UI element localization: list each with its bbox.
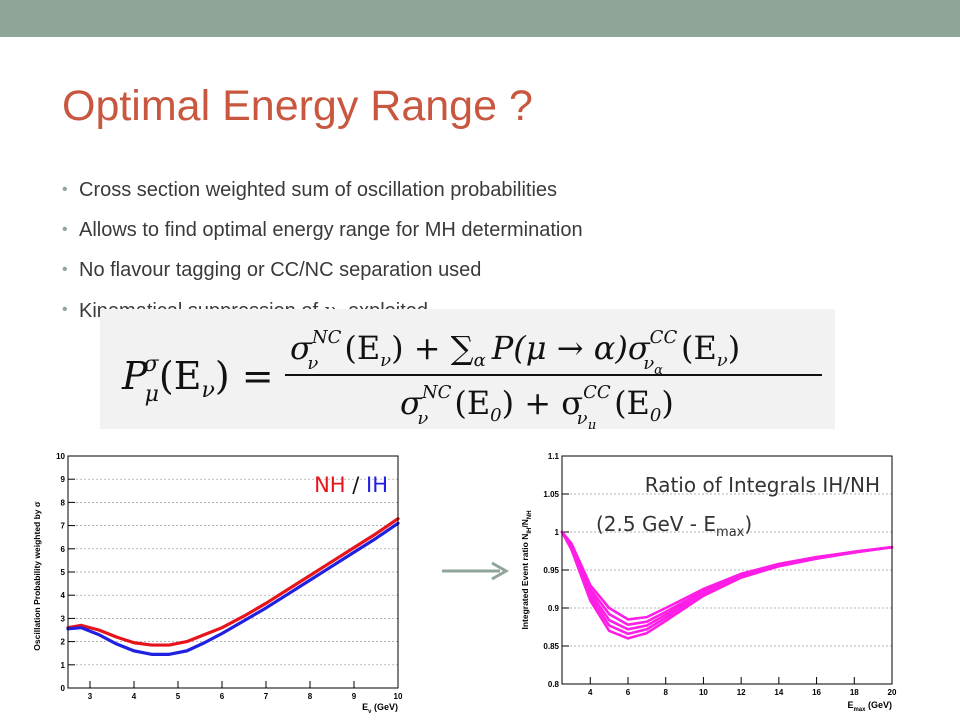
y-tick-label: 1.1	[548, 452, 560, 461]
y-tick-label: 0.95	[543, 566, 559, 575]
x-tick-label: 8	[663, 688, 668, 697]
bullet-dot-icon: •	[62, 301, 68, 318]
x-axis-label: Eν (GeV)	[362, 702, 398, 714]
x-tick-label: 7	[264, 692, 269, 701]
arrow-right-icon	[442, 561, 510, 581]
bullet-text: Cross section weighted sum of oscillatio…	[79, 179, 558, 201]
x-tick-label: 12	[737, 688, 746, 697]
y-tick-label: 6	[61, 545, 66, 554]
y-tick-label: 0.8	[548, 680, 560, 689]
chart-ticks: 0 1 2 3 4 5 6 7 8 9 10 3 4 5 6 7 8 9 10	[56, 452, 403, 701]
x-tick-label: 6	[220, 692, 225, 701]
x-tick-label: 20	[888, 688, 897, 697]
chart-series	[560, 530, 894, 640]
y-tick-label: 9	[61, 475, 66, 484]
y-tick-label: 0.85	[543, 642, 559, 651]
chart-series	[66, 517, 400, 656]
x-tick-label: 3	[88, 692, 93, 701]
bullet-dot-icon: •	[62, 261, 68, 278]
formula-numerator: σNC ν (Eν) + ∑α P(μ → α)σCC να(Eν)	[290, 327, 740, 378]
x-tick-label: 8	[308, 692, 313, 701]
formula-svg: Pσ μ(Eν) = σNC ν (Eν) + ∑α P(μ → α)σCC να(Eν)…	[121, 327, 822, 429]
x-tick-label: 6	[626, 688, 631, 697]
y-tick-label: 0	[61, 684, 66, 693]
y-tick-label: 0.9	[548, 604, 560, 613]
plot-frame	[67, 455, 399, 689]
bullet-dot-icon: •	[62, 181, 68, 198]
x-tick-label: 18	[850, 688, 859, 697]
x-tick-label: 14	[774, 688, 783, 697]
x-tick-label: 4	[588, 688, 593, 697]
x-axis-label: Emax (GeV)	[847, 700, 892, 713]
bullet-dot-icon: •	[62, 221, 68, 238]
formula-lhs: Pσ μ(Eν) =	[121, 352, 274, 407]
y-tick-label: 7	[61, 522, 66, 531]
x-tick-label: 5	[176, 692, 181, 701]
oscillation-probability-chart: 0 1 2 3 4 5 6 7 8 9 10 3 4 5 6 7 8 9 10 Oscillation Probab…	[32, 452, 403, 714]
y-tick-label: 8	[61, 498, 66, 507]
series-line	[560, 530, 894, 640]
top-accent-bar	[0, 0, 960, 37]
formula-denominator: σNC ν (E0) + σCC νμ(E0)	[400, 382, 674, 429]
y-tick-label: 2	[61, 638, 66, 647]
bullet-item: • No flavour tagging or CC/NC separation …	[62, 256, 583, 296]
bullet-text: No flavour tagging or CC/NC separation u…	[79, 259, 482, 281]
y-tick-label: 5	[61, 568, 66, 577]
series-line	[560, 530, 894, 621]
x-tick-label: 10	[699, 688, 708, 697]
y-tick-label: 1.05	[543, 490, 559, 499]
integral-ratio-chart: 0.8 0.85 0.9 0.95 1 1.05 1.1 4 6 8 10 12 14 16 18 20 In…	[520, 452, 897, 713]
y-tick-label: 10	[56, 452, 65, 461]
chart-ticks: 0.8 0.85 0.9 0.95 1 1.05 1.1 4 6 8 10 12 14 16 18 20	[543, 452, 897, 697]
legend: NH / IH	[314, 473, 388, 497]
bullet-text: Allows to find optimal energy range for …	[79, 219, 583, 241]
y-axis-label: Oscillation Probability weighted by σ	[32, 501, 42, 651]
x-tick-label: 9	[352, 692, 357, 701]
formula-image: Pσ μ(Eν) = σNC ν (Eν) + ∑α P(μ → α)σCC να(Eν)…	[100, 309, 835, 429]
y-tick-label: 4	[61, 591, 66, 600]
x-tick-label: 16	[812, 688, 821, 697]
x-tick-label: 4	[132, 692, 137, 701]
y-tick-label: 1	[555, 528, 560, 537]
series-line	[560, 530, 894, 636]
y-axis-label: Integrated Event ratio NIH/NNH	[520, 510, 533, 629]
series-line-ih	[66, 521, 400, 656]
x-tick-label: 10	[394, 692, 403, 701]
chart-subtitle: (2.5 GeV - Emax)	[596, 512, 752, 540]
chart-title: Ratio of Integrals IH/NH	[645, 473, 880, 497]
bullet-item: • Allows to find optimal energy range for…	[62, 216, 583, 256]
y-tick-label: 3	[61, 614, 66, 623]
series-line-nh	[66, 517, 400, 647]
bullet-item: • Cross section weighted sum of oscillati…	[62, 176, 583, 216]
plot-frame	[561, 455, 893, 685]
slide-title: Optimal Energy Range ?	[62, 82, 533, 130]
y-tick-label: 1	[61, 661, 66, 670]
